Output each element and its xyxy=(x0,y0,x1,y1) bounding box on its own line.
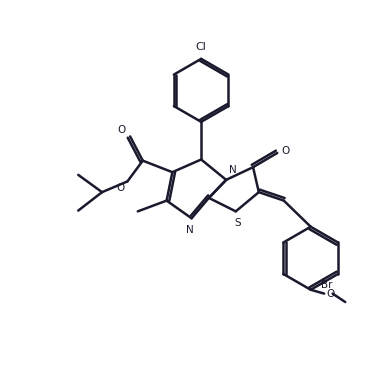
Text: O: O xyxy=(117,125,125,134)
Text: O: O xyxy=(326,289,334,299)
Text: S: S xyxy=(235,218,241,228)
Text: N: N xyxy=(186,225,194,235)
Text: Br: Br xyxy=(321,280,332,290)
Text: O: O xyxy=(116,183,124,193)
Text: O: O xyxy=(281,146,289,156)
Text: Cl: Cl xyxy=(196,42,207,52)
Text: N: N xyxy=(229,165,237,175)
